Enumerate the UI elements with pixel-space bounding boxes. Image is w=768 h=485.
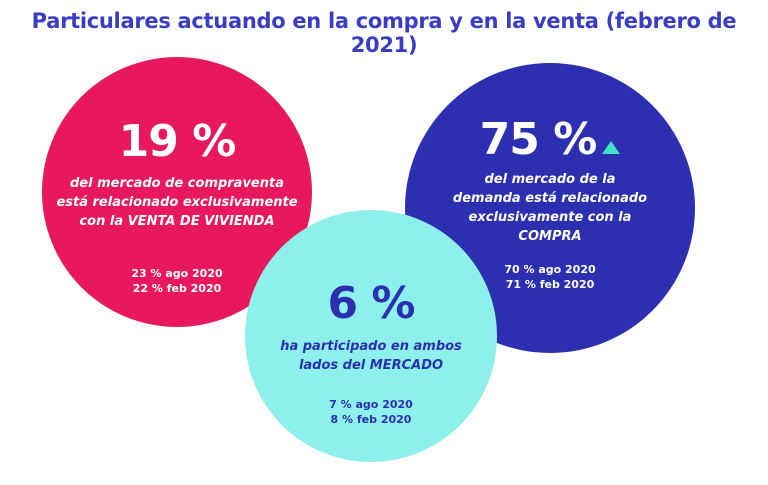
compra-percent: 75 %: [479, 114, 598, 165]
venta-description: del mercado de compraventa está relacion…: [52, 174, 302, 231]
ambos-history: 7 % ago 2020 8 % feb 2020: [245, 397, 497, 427]
ambos-desc-line: ha participado en ambos: [280, 339, 462, 354]
venta-desc-line: está relacionado exclusivamente: [56, 195, 298, 210]
triangle-up-icon: [602, 141, 621, 154]
ambos-stat-ago: 7 % ago 2020: [329, 398, 413, 411]
ambos-stat-feb: 8 % feb 2020: [330, 413, 412, 426]
ambos-circle: 6 % ha participado en ambos lados del ME…: [245, 210, 497, 462]
compra-desc-line: COMPRA: [518, 229, 582, 244]
compra-desc-line: exclusivamente con la: [468, 210, 632, 225]
compra-stat-feb: 71 % feb 2020: [505, 278, 595, 291]
compra-stat-ago: 70 % ago 2020: [504, 263, 596, 276]
page-title: Particulares actuando en la compra y en …: [31, 9, 737, 57]
venta-circle: 19 % del mercado de compraventa está rel…: [42, 57, 312, 327]
venta-percent: 19 %: [118, 116, 237, 167]
ambos-desc-line: lados del MERCADO: [298, 358, 444, 373]
compra-history: 70 % ago 2020 71 % feb 2020: [405, 262, 695, 292]
compra-desc-line: demanda está relacionado: [452, 191, 648, 206]
ambos-percent: 6 %: [327, 278, 415, 329]
compra-desc-line: del mercado de la: [484, 172, 616, 187]
venta-stat-ago: 23 % ago 2020: [131, 267, 223, 280]
venta-desc-line: del mercado de compraventa: [70, 176, 284, 191]
compra-description: del mercado de la demanda está relaciona…: [425, 170, 675, 246]
venta-history: 23 % ago 2020 22 % feb 2020: [42, 266, 312, 296]
venta-desc-line: con la VENTA DE VIVIENDA: [79, 214, 275, 229]
ambos-description: ha participado en ambos lados del MERCAD…: [255, 337, 487, 375]
venta-stat-feb: 22 % feb 2020: [132, 282, 222, 295]
compra-circle: 75 % del mercado de la demanda está rela…: [405, 63, 695, 353]
compra-percent-row: 75 %: [405, 118, 695, 162]
